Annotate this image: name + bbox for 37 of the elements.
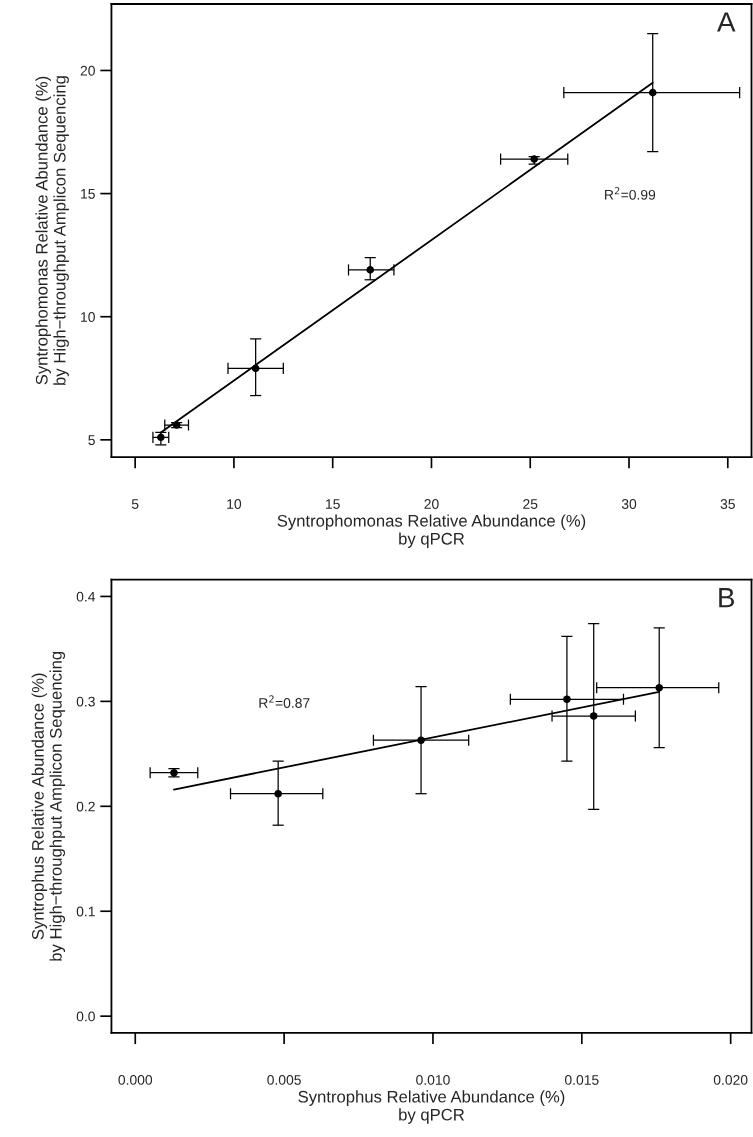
x-tick-label: 0.005 (267, 1075, 301, 1085)
x-tick-label: 25 (523, 499, 538, 509)
y-tick-label: 10 (81, 312, 95, 322)
y-tick-label: 0.4 (76, 591, 96, 602)
point (589, 712, 598, 720)
x-tick-label: 0.020 (713, 1075, 748, 1085)
point (274, 789, 282, 798)
point (648, 88, 657, 97)
x-tick-label: 20 (424, 499, 439, 509)
x-tick-label: 0.000 (118, 1075, 153, 1085)
y-axis-title: Syntrophomonas Relative Abundance (%) by High−throughput Amplicon Sequencing (35, 76, 69, 385)
point (251, 364, 260, 373)
x-tick-label: 5 (131, 499, 139, 509)
y-tick-label: 0.3 (76, 696, 95, 707)
point (563, 695, 571, 704)
annotation: R$^{2}$=0.99 (605, 187, 656, 200)
y-tick-label: 20 (80, 65, 95, 76)
x-tick-label: 30 (621, 499, 637, 509)
x-axis-title: Syntrophomonas Relative Abundance (%) by qPCR (277, 514, 586, 548)
annotation: B (719, 588, 735, 608)
x-tick-label: 10 (227, 499, 242, 509)
y-tick-label: 0.0 (76, 1011, 95, 1022)
y-axis-title: Syntrophus Relative Abundance (%) by High−throughput Amplicon Sequencing (31, 651, 66, 961)
x-tick-label: 35 (720, 499, 735, 509)
x-axis-title: Syntrophus Relative Abundance (%) by qPCR (298, 1090, 565, 1124)
y-tick-label: 5 (88, 435, 95, 446)
point (366, 266, 375, 274)
x-tick-label: 0.015 (564, 1075, 599, 1085)
x-tick-label: 15 (326, 499, 340, 509)
annotation: R$^{2}$=0.87 (259, 695, 310, 708)
y-tick-label: 15 (81, 189, 95, 199)
point (655, 683, 664, 692)
y-tick-label: 0.2 (76, 801, 95, 812)
y-tick-label: 0.1 (76, 906, 95, 917)
annotation: A (717, 12, 736, 32)
point (417, 736, 425, 744)
x-tick-label: 0.010 (416, 1075, 450, 1085)
